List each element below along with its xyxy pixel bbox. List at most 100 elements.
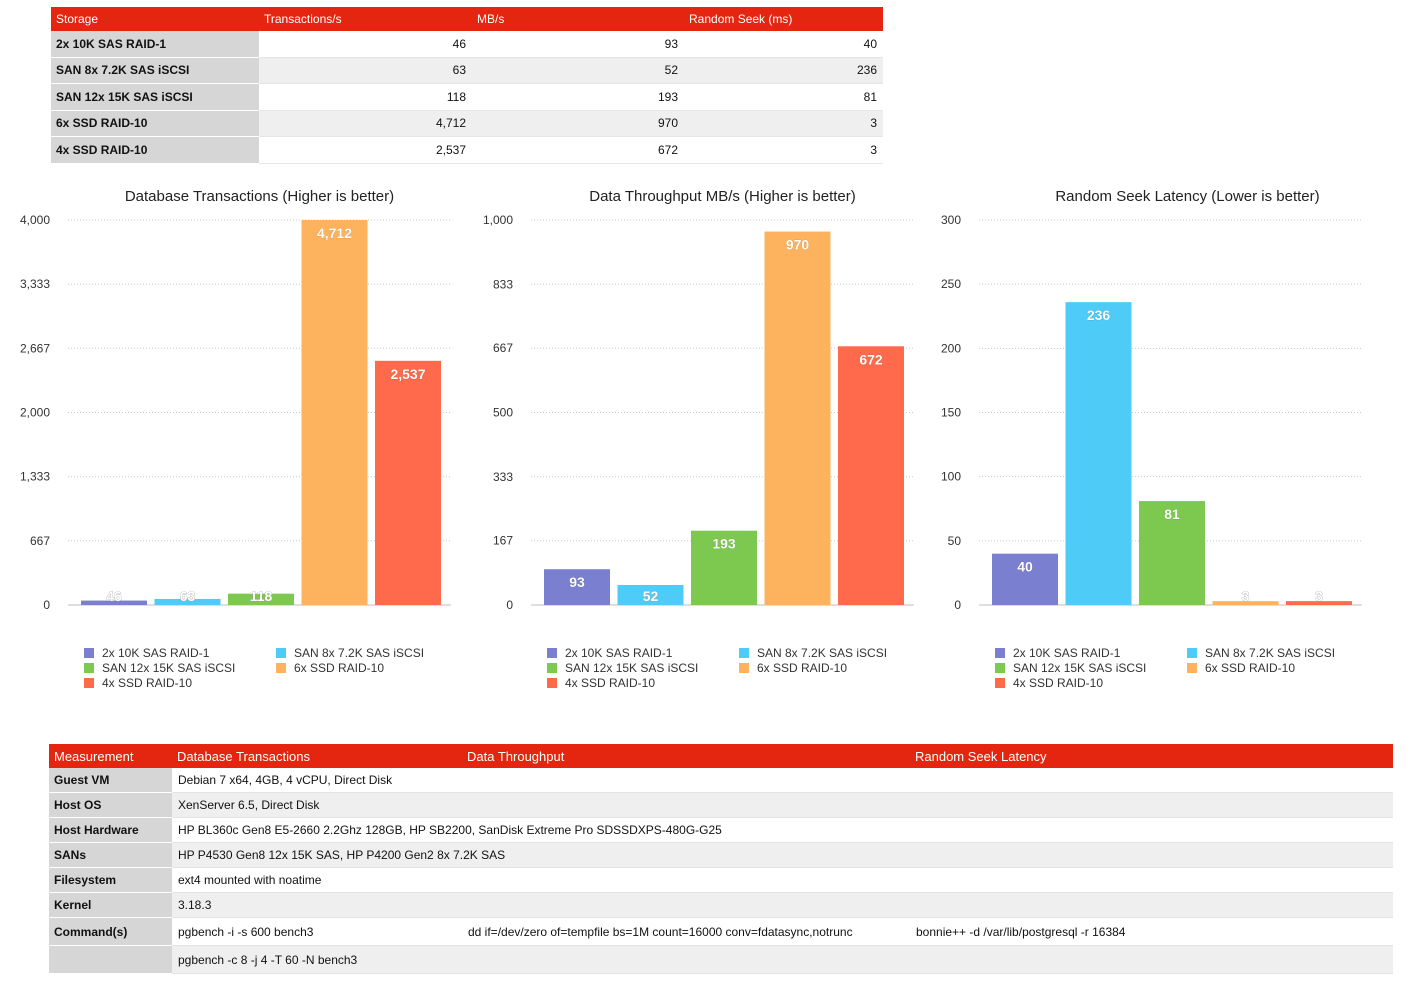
bar [838,346,904,605]
legend-item: 4x SSD RAID-10 [84,676,192,691]
measurement-label: Kernel [49,892,172,918]
throughput-chart: Data Throughput MB/s (Higher is better) … [463,180,933,700]
legend-item: SAN 12x 15K SAS iSCSI [995,661,1146,676]
summary-header-cell: Storage [51,7,259,31]
chart-title: Data Throughput MB/s (Higher is better) [589,188,856,205]
bar [992,553,1058,605]
details-header-cell: Random Seek Latency [910,744,1393,768]
bar [764,231,831,606]
y-tick-label: 2,000 [20,406,50,420]
y-tick-label: 833 [493,277,513,291]
legend-item: 2x 10K SAS RAID-1 [84,646,209,661]
y-tick-label: 333 [493,470,513,484]
table-row: pgbench -c 8 -j 4 -T 60 -N bench3 [49,945,1393,974]
y-tick-label: 0 [506,598,513,612]
bar-value-label: 2,537 [390,366,425,382]
storage-label: 2x 10K SAS RAID-1 [51,31,259,58]
command-throughput: dd if=/dev/zero of=tempfile bs=1M count=… [462,917,910,946]
summary-header-cell: MB/s [472,7,684,31]
measurement-label: Host Hardware [49,817,172,843]
table-row: 6x SSD RAID-10 4,712 970 3 [51,110,883,137]
legend-label: 6x SSD RAID-10 [294,661,385,675]
measurement-label: Command(s) [49,917,172,946]
bar [301,220,368,605]
measurement-value: 3.18.3 [172,892,1393,918]
legend-label: 4x SSD RAID-10 [565,676,656,690]
table-row: Filesystem ext4 mounted with noatime [49,867,1393,893]
y-tick-label: 200 [941,341,961,355]
details-table: Measurement Database Transactions Data T… [49,744,1393,974]
y-tick-label: 2,667 [20,341,50,355]
bar [154,598,221,605]
y-tick-label: 667 [30,534,50,548]
legend-swatch [995,648,1005,658]
legend-swatch [547,663,557,673]
bar [1139,501,1205,605]
seek-value: 3 [684,136,883,164]
table-row: Host Hardware HP BL360c Gen8 E5-2660 2.2… [49,817,1393,843]
legend-swatch [1187,663,1197,673]
legend-item: SAN 12x 15K SAS iSCSI [84,661,235,676]
transactions-chart: Database Transactions (Higher is better)… [0,180,470,700]
measurement-value: HP BL360c Gen8 E5-2660 2.2Ghz 128GB, HP … [172,817,1393,843]
storage-label: SAN 8x 7.2K SAS iSCSI [51,57,259,84]
y-tick-label: 667 [493,341,513,355]
table-row: SAN 12x 15K SAS iSCSI 118 193 81 [51,83,883,111]
seek-latency-chart: Random Seek Latency (Lower is better) 0 5… [911,180,1381,700]
bar [81,600,147,605]
legend-label: 6x SSD RAID-10 [1205,661,1296,675]
command-db: pgbench -c 8 -j 4 -T 60 -N bench3 [172,945,462,974]
bar-value-label: 118 [250,588,273,604]
bar [1286,601,1352,605]
legend-swatch [995,663,1005,673]
transactions-value: 118 [259,83,472,111]
bar-value-label: 193 [712,536,736,552]
table-row: SAN 8x 7.2K SAS iSCSI 63 52 236 [51,57,883,84]
y-tick-label: 4,000 [20,213,50,227]
mbs-value: 970 [472,110,684,137]
seek-value: 40 [684,31,883,58]
seek-value: 3 [684,110,883,137]
legend-item: SAN 8x 7.2K SAS iSCSI [739,646,887,661]
bar [375,360,441,605]
details-header-row: Measurement Database Transactions Data T… [49,744,1393,768]
transactions-value: 4,712 [259,110,472,137]
legend-swatch [276,648,286,658]
seek-value: 236 [684,57,883,84]
measurement-label: Guest VM [49,768,172,793]
y-tick-label: 250 [941,277,961,291]
command-throughput [462,945,910,974]
measurement-value: Debian 7 x64, 4GB, 4 vCPU, Direct Disk [172,768,1393,793]
bar [617,584,684,605]
legend-item: 4x SSD RAID-10 [995,676,1103,691]
table-row: Command(s) pgbench -i -s 600 bench3 dd i… [49,917,1393,946]
summary-table: Storage Transactions/s MB/s Random Seek … [51,7,883,164]
mbs-value: 52 [472,57,684,84]
y-tick-label: 167 [493,534,513,548]
command-seek: bonnie++ -d /var/lib/postgresql -r 16384 [910,917,1393,946]
measurement-value: XenServer 6.5, Direct Disk [172,792,1393,818]
bar-value-label: 4,712 [317,225,352,241]
legend-item: 6x SSD RAID-10 [1187,661,1295,676]
table-row: Kernel 3.18.3 [49,892,1393,918]
legend-swatch [547,648,557,658]
measurement-label: Filesystem [49,867,172,893]
y-tick-label: 500 [493,406,513,420]
legend-label: SAN 8x 7.2K SAS iSCSI [757,646,888,660]
bar-value-label: 63 [180,588,196,604]
seek-value: 81 [684,83,883,111]
y-tick-label: 1,000 [483,213,513,227]
y-tick-label: 0 [954,598,961,612]
summary-header-row: Storage Transactions/s MB/s Random Seek … [51,7,883,31]
table-row: Guest VM Debian 7 x64, 4GB, 4 vCPU, Dire… [49,768,1393,793]
details-header-cell: Data Throughput [462,744,910,768]
legend-swatch [739,663,749,673]
transactions-value: 63 [259,57,472,84]
measurement-label [49,945,172,974]
legend-item: 2x 10K SAS RAID-1 [995,646,1120,661]
legend-label: SAN 12x 15K SAS iSCSI [102,661,236,675]
legend-swatch [84,648,94,658]
bar-value-label: 3 [1315,588,1323,604]
chart-title: Random Seek Latency (Lower is better) [1055,188,1320,205]
chart-title: Database Transactions (Higher is better) [124,188,395,205]
